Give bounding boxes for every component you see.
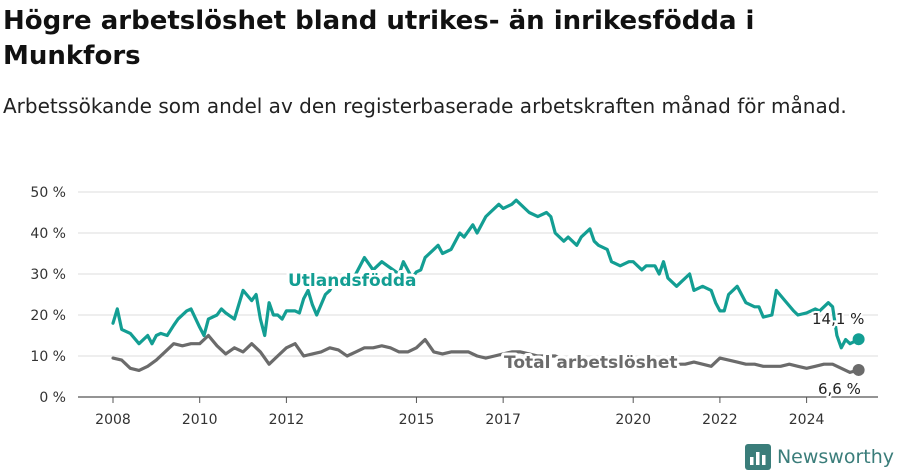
y-tick-label: 20 % [30, 308, 66, 324]
y-tick-label: 50 % [30, 185, 66, 201]
series-labels: Utlandsfödda Total arbetslöshet 14,1 % 6,6 … [285, 268, 866, 400]
series-label-foreign: Utlandsfödda [288, 271, 417, 291]
x-tick-label: 2008 [95, 412, 131, 428]
series-label-total: Total arbetslöshet [504, 353, 678, 373]
y-tick-label: 30 % [30, 267, 66, 283]
end-label-total: 6,6 % [818, 380, 861, 398]
chart-title: Högre arbetslöshet bland utrikes- än inr… [3, 6, 755, 71]
bar-chart-logo-icon [744, 444, 771, 470]
series-lines [111, 198, 865, 376]
x-tick-label: 2024 [789, 412, 825, 428]
y-tick-label: 40 % [30, 226, 66, 242]
end-label-foreign: 14,1 % [812, 310, 864, 328]
end-point-foreign [852, 333, 865, 346]
chart-subtitle: Arbetssökande som andel av den registerb… [3, 94, 847, 118]
series-line-total [111, 333, 861, 374]
y-axis: 0 % 10 % 20 % 30 % 40 % 50 % [30, 185, 66, 406]
series-line-foreign [111, 198, 861, 350]
y-tick-label: 0 % [39, 390, 66, 406]
x-tick-label: 2017 [485, 412, 521, 428]
x-tick-label: 2012 [269, 412, 305, 428]
x-tick-label: 2010 [182, 412, 218, 428]
x-axis: 2008 2010 2012 2015 2017 2020 2022 2024 [95, 397, 825, 428]
x-tick-label: 2022 [702, 412, 738, 428]
brand-name: Newsworthy [776, 446, 894, 468]
end-point-total [852, 363, 865, 376]
y-tick-label: 10 % [30, 349, 66, 365]
brand-logo: Newsworthy [744, 444, 894, 470]
x-tick-label: 2020 [615, 412, 651, 428]
x-tick-label: 2015 [399, 412, 435, 428]
